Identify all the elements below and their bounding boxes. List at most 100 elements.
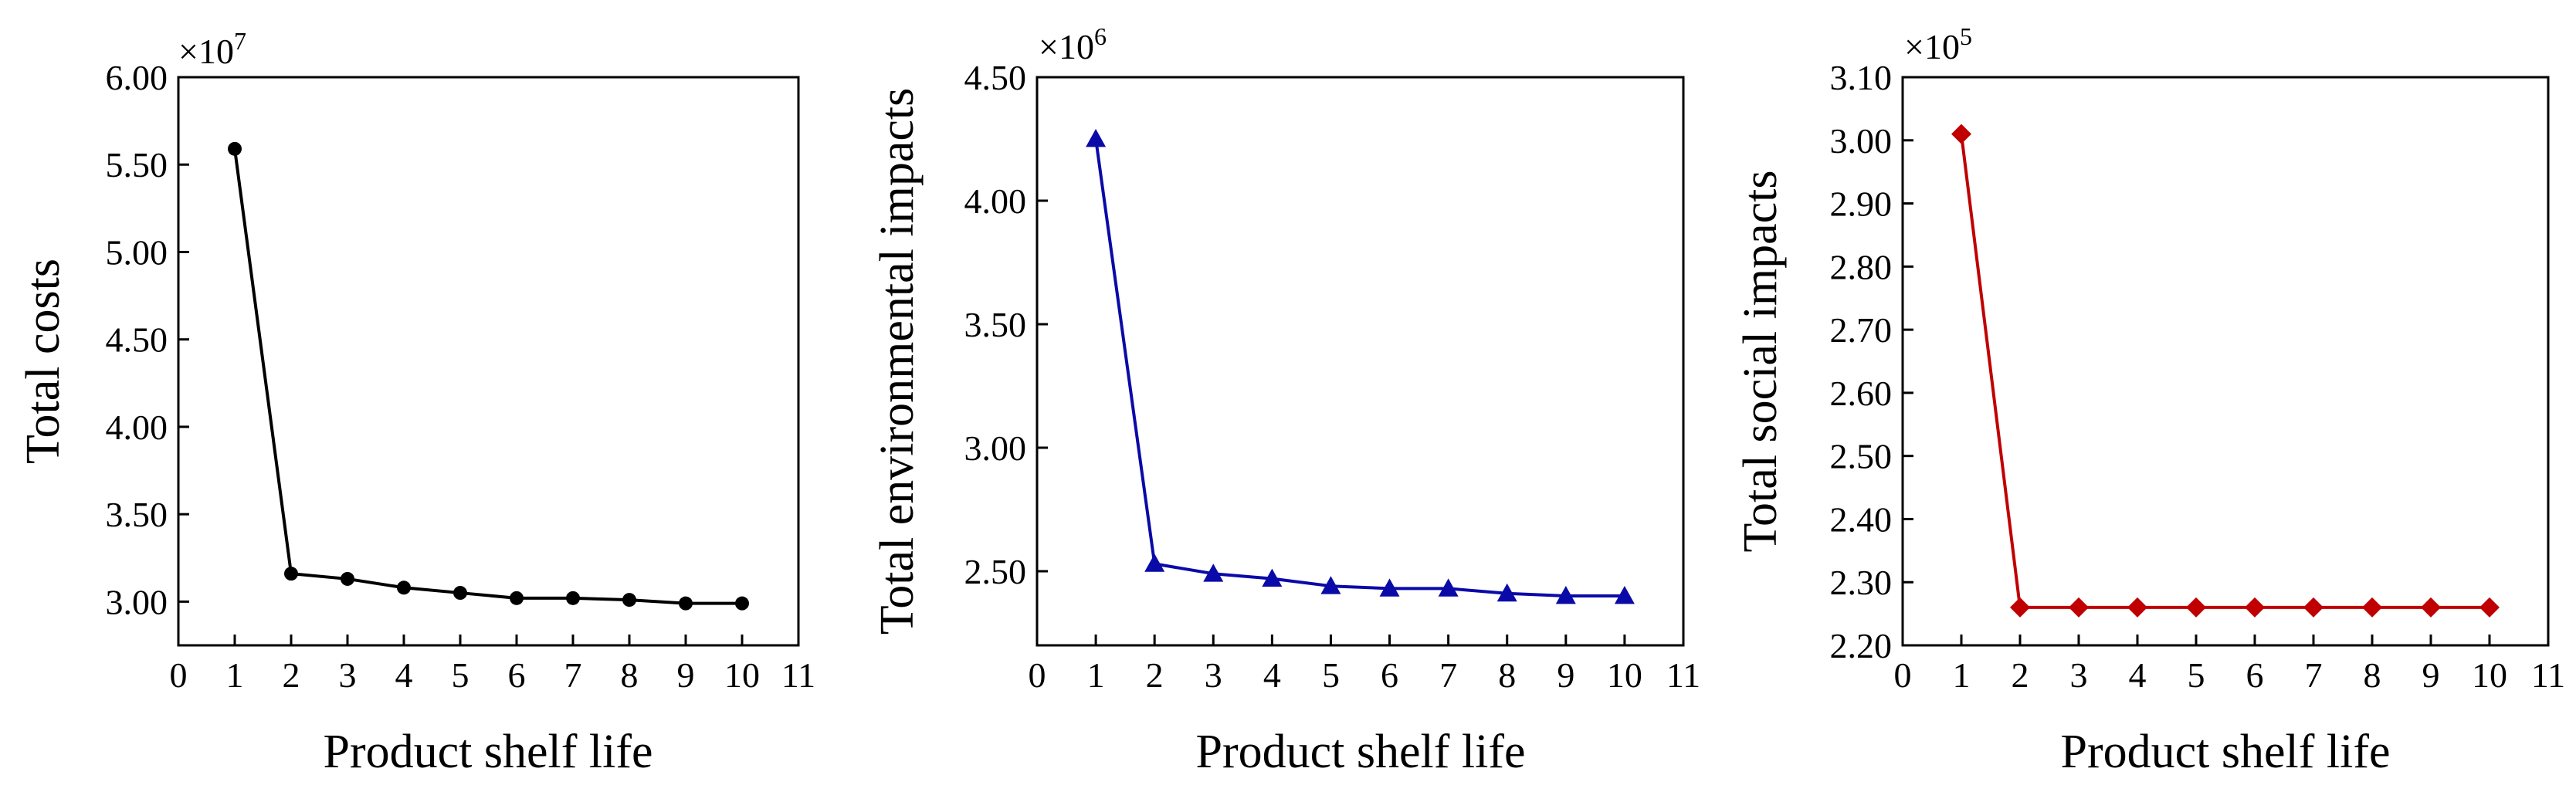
data-point [510, 591, 524, 605]
y-tick-label: 4.00 [106, 408, 168, 447]
y-axis-label: Total costs [17, 259, 69, 464]
plot-frame [1035, 76, 1685, 647]
x-tick-label: 6 [508, 655, 526, 695]
y-axis-label: Total environmental impacts [871, 88, 924, 635]
data-point [2421, 597, 2441, 618]
y-multiplier: ×105 [1904, 22, 1972, 66]
y-tick-label: 4.50 [964, 58, 1027, 97]
y-tick-label: 2.50 [1830, 437, 1893, 476]
y-tick-label: 5.50 [106, 145, 168, 184]
data-point [2069, 597, 2089, 618]
x-tick-label: 5 [2188, 655, 2205, 695]
x-tick-label: 3 [2070, 655, 2088, 695]
y-tick-label: 3.50 [964, 305, 1027, 344]
x-tick-label: 11 [1666, 655, 1700, 695]
x-axis-label: Product shelf life [2060, 726, 2390, 778]
x-tick-label: 8 [621, 655, 639, 695]
tick-marks: 0 1 2 3 4 5 6 7 8 9 10 11 2.20 2.30 2.40 2.50 2.60 2.70 2.… [1830, 58, 2566, 695]
data-point [2127, 597, 2147, 618]
x-tick-label: 0 [1029, 655, 1046, 695]
data-point [1614, 586, 1635, 604]
data-point [284, 567, 298, 581]
x-tick-label: 4 [2129, 655, 2147, 695]
y-tick-label: 3.10 [1830, 58, 1893, 97]
series-total-costs [228, 141, 749, 611]
x-tick-label: 10 [724, 655, 760, 695]
x-tick-label: 7 [564, 655, 582, 695]
data-point [1379, 578, 1400, 597]
y-tick-label: 2.50 [964, 552, 1027, 591]
data-point [341, 571, 354, 586]
y-tick-label: 5.00 [106, 232, 168, 272]
x-tick-label: 8 [1498, 655, 1516, 695]
x-tick-label: 3 [339, 655, 357, 695]
data-point [622, 593, 636, 608]
y-tick-label: 6.00 [106, 58, 168, 97]
x-axis-label: Product shelf life [1195, 726, 1525, 778]
y-tick-label: 2.20 [1830, 626, 1893, 665]
x-tick-label: 3 [1205, 655, 1222, 695]
x-tick-label: 7 [1439, 655, 1457, 695]
y-tick-label: 4.50 [106, 320, 168, 360]
data-point [1951, 124, 1971, 144]
series-line [233, 148, 742, 605]
data-point [1438, 578, 1459, 597]
y-tick-label: 2.70 [1830, 310, 1893, 350]
x-tick-label: 2 [1146, 655, 1164, 695]
data-point [1086, 129, 1107, 147]
plot-frame [177, 76, 800, 647]
x-tick-label: 9 [2422, 655, 2440, 695]
x-tick-label: 7 [2305, 655, 2323, 695]
y-tick-label: 3.00 [106, 582, 168, 621]
x-tick-label: 6 [1381, 655, 1398, 695]
panel-total-environmental-impacts: 0 1 2 3 4 5 6 7 8 9 10 112.503.003.504.004.50 ×106 … [871, 22, 1700, 778]
panel-total-costs: 0 1 2 3 4 5 6 7 8 9 10 11 3.00 3.50 4.00 4.50 5.00 5.50 6.… [17, 27, 815, 778]
x-tick-label: 1 [1087, 655, 1105, 695]
data-point [566, 591, 580, 605]
y-tick-label: 2.40 [1830, 499, 1893, 539]
y-tick-label: 4.00 [964, 181, 1027, 221]
x-tick-label: 10 [1607, 655, 1642, 695]
x-tick-label: 2 [283, 655, 300, 695]
x-tick-label: 4 [1263, 655, 1281, 695]
x-tick-label: 1 [1953, 655, 1971, 695]
x-tick-label: 5 [452, 655, 469, 695]
data-point [1144, 553, 1165, 572]
y-multiplier: ×107 [178, 27, 246, 71]
y-axis-label: Total social impacts [1734, 171, 1787, 553]
series-total-environmental-impacts [1086, 129, 1635, 604]
x-tick-label: 2 [2012, 655, 2029, 695]
x-tick-label: 0 [170, 655, 188, 695]
data-point [2479, 597, 2500, 618]
y-tick-label: 2.90 [1830, 184, 1893, 224]
x-tick-label: 8 [2364, 655, 2381, 695]
data-point [679, 596, 693, 611]
y-tick-label: 3.50 [106, 495, 168, 534]
y-tick-label: 2.60 [1830, 374, 1893, 413]
y-tick-label: 2.80 [1830, 247, 1893, 286]
x-tick-label: 0 [1894, 655, 1912, 695]
data-point [2245, 597, 2265, 618]
series-line [1094, 138, 1625, 597]
data-point [397, 580, 411, 595]
data-point [2303, 597, 2323, 618]
y-tick-label: 2.30 [1830, 563, 1893, 602]
data-point [453, 586, 467, 601]
x-axis-label: Product shelf life [323, 726, 652, 778]
x-tick-label: 5 [1322, 655, 1340, 695]
x-tick-label: 11 [781, 655, 815, 695]
data-point [1555, 586, 1576, 604]
plot-frame [1901, 76, 2550, 647]
x-tick-label: 9 [677, 655, 695, 695]
data-point [228, 141, 242, 156]
data-point [2362, 597, 2382, 618]
y-tick-label: 3.00 [964, 428, 1027, 468]
y-multiplier: ×106 [1039, 22, 1107, 66]
x-tick-label: 1 [226, 655, 244, 695]
data-point [2186, 597, 2206, 618]
data-point [2010, 597, 2030, 618]
series-total-social-impacts [1951, 124, 2500, 618]
y-tick-label: 3.00 [1830, 121, 1893, 161]
series-line [1960, 134, 2490, 609]
